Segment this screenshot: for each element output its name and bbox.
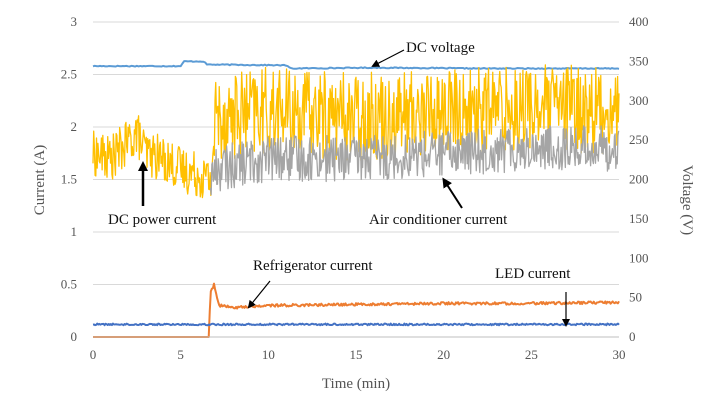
x-axis-title: Time (min): [322, 376, 390, 392]
x-tick-label: 15: [350, 347, 363, 362]
x-tick-label: 0: [90, 347, 97, 362]
y-right-axis-title: Voltage (V): [679, 165, 695, 235]
series-line-dc-voltage: [92, 60, 620, 70]
gridlines: [93, 21, 619, 285]
x-tick-label: 20: [437, 347, 450, 362]
series-line-air-conditioner-current: [209, 125, 620, 196]
y-left-tick-label: 3: [71, 14, 78, 29]
y-right-tick-label: 400: [629, 14, 649, 29]
annotation-refrigerator-current: Refrigerator current: [253, 258, 373, 274]
y-right-tick-labels: 0 50 100 150 200 250 300 350 400: [629, 14, 649, 344]
y-right-tick-label: 300: [629, 93, 649, 108]
y-left-tick-labels: 0 0.5 1 1.5 2 2.5 3: [61, 14, 77, 344]
annotation-air-conditioner-current: Air conditioner current: [369, 212, 508, 228]
y-right-tick-label: 250: [629, 132, 649, 147]
series-line-refrigerator-current: [93, 282, 620, 338]
arrow-air-conditioner-current: [442, 177, 463, 209]
y-right-tick-label: 50: [629, 290, 642, 305]
x-tick-label: 25: [525, 347, 538, 362]
x-tick-labels: 0 5 10 15 20 25 30: [90, 347, 626, 362]
x-tick-label: 10: [262, 347, 275, 362]
y-left-tick-label: 1.5: [61, 172, 77, 187]
y-left-tick-label: 1: [71, 224, 78, 239]
y-right-tick-label: 150: [629, 211, 649, 226]
annotation-led-current: LED current: [495, 266, 571, 282]
y-left-tick-label: 2.5: [61, 67, 77, 82]
y-left-tick-label: 0: [71, 329, 78, 344]
y-left-tick-label: 2: [71, 119, 78, 134]
x-tick-label: 30: [613, 347, 626, 362]
y-right-tick-label: 200: [629, 172, 649, 187]
y-right-tick-label: 350: [629, 53, 649, 68]
arrow-dc-voltage: [371, 49, 405, 67]
series-line-led-current: [92, 322, 620, 327]
y-left-axis-title: Current (A): [32, 145, 48, 215]
annotations: DC voltage DC power current Air conditio…: [108, 40, 571, 327]
x-tick-label: 5: [177, 347, 184, 362]
annotation-dc-power-current: DC power current: [108, 212, 217, 228]
y-right-tick-label: 100: [629, 250, 649, 265]
annotation-dc-voltage: DC voltage: [406, 40, 475, 56]
y-right-tick-label: 0: [629, 329, 636, 344]
series-layer: [92, 60, 620, 338]
arrow-refrigerator-current: [247, 280, 271, 309]
series-line-dc-power-current: [92, 64, 620, 199]
y-left-tick-label: 0.5: [61, 277, 77, 292]
